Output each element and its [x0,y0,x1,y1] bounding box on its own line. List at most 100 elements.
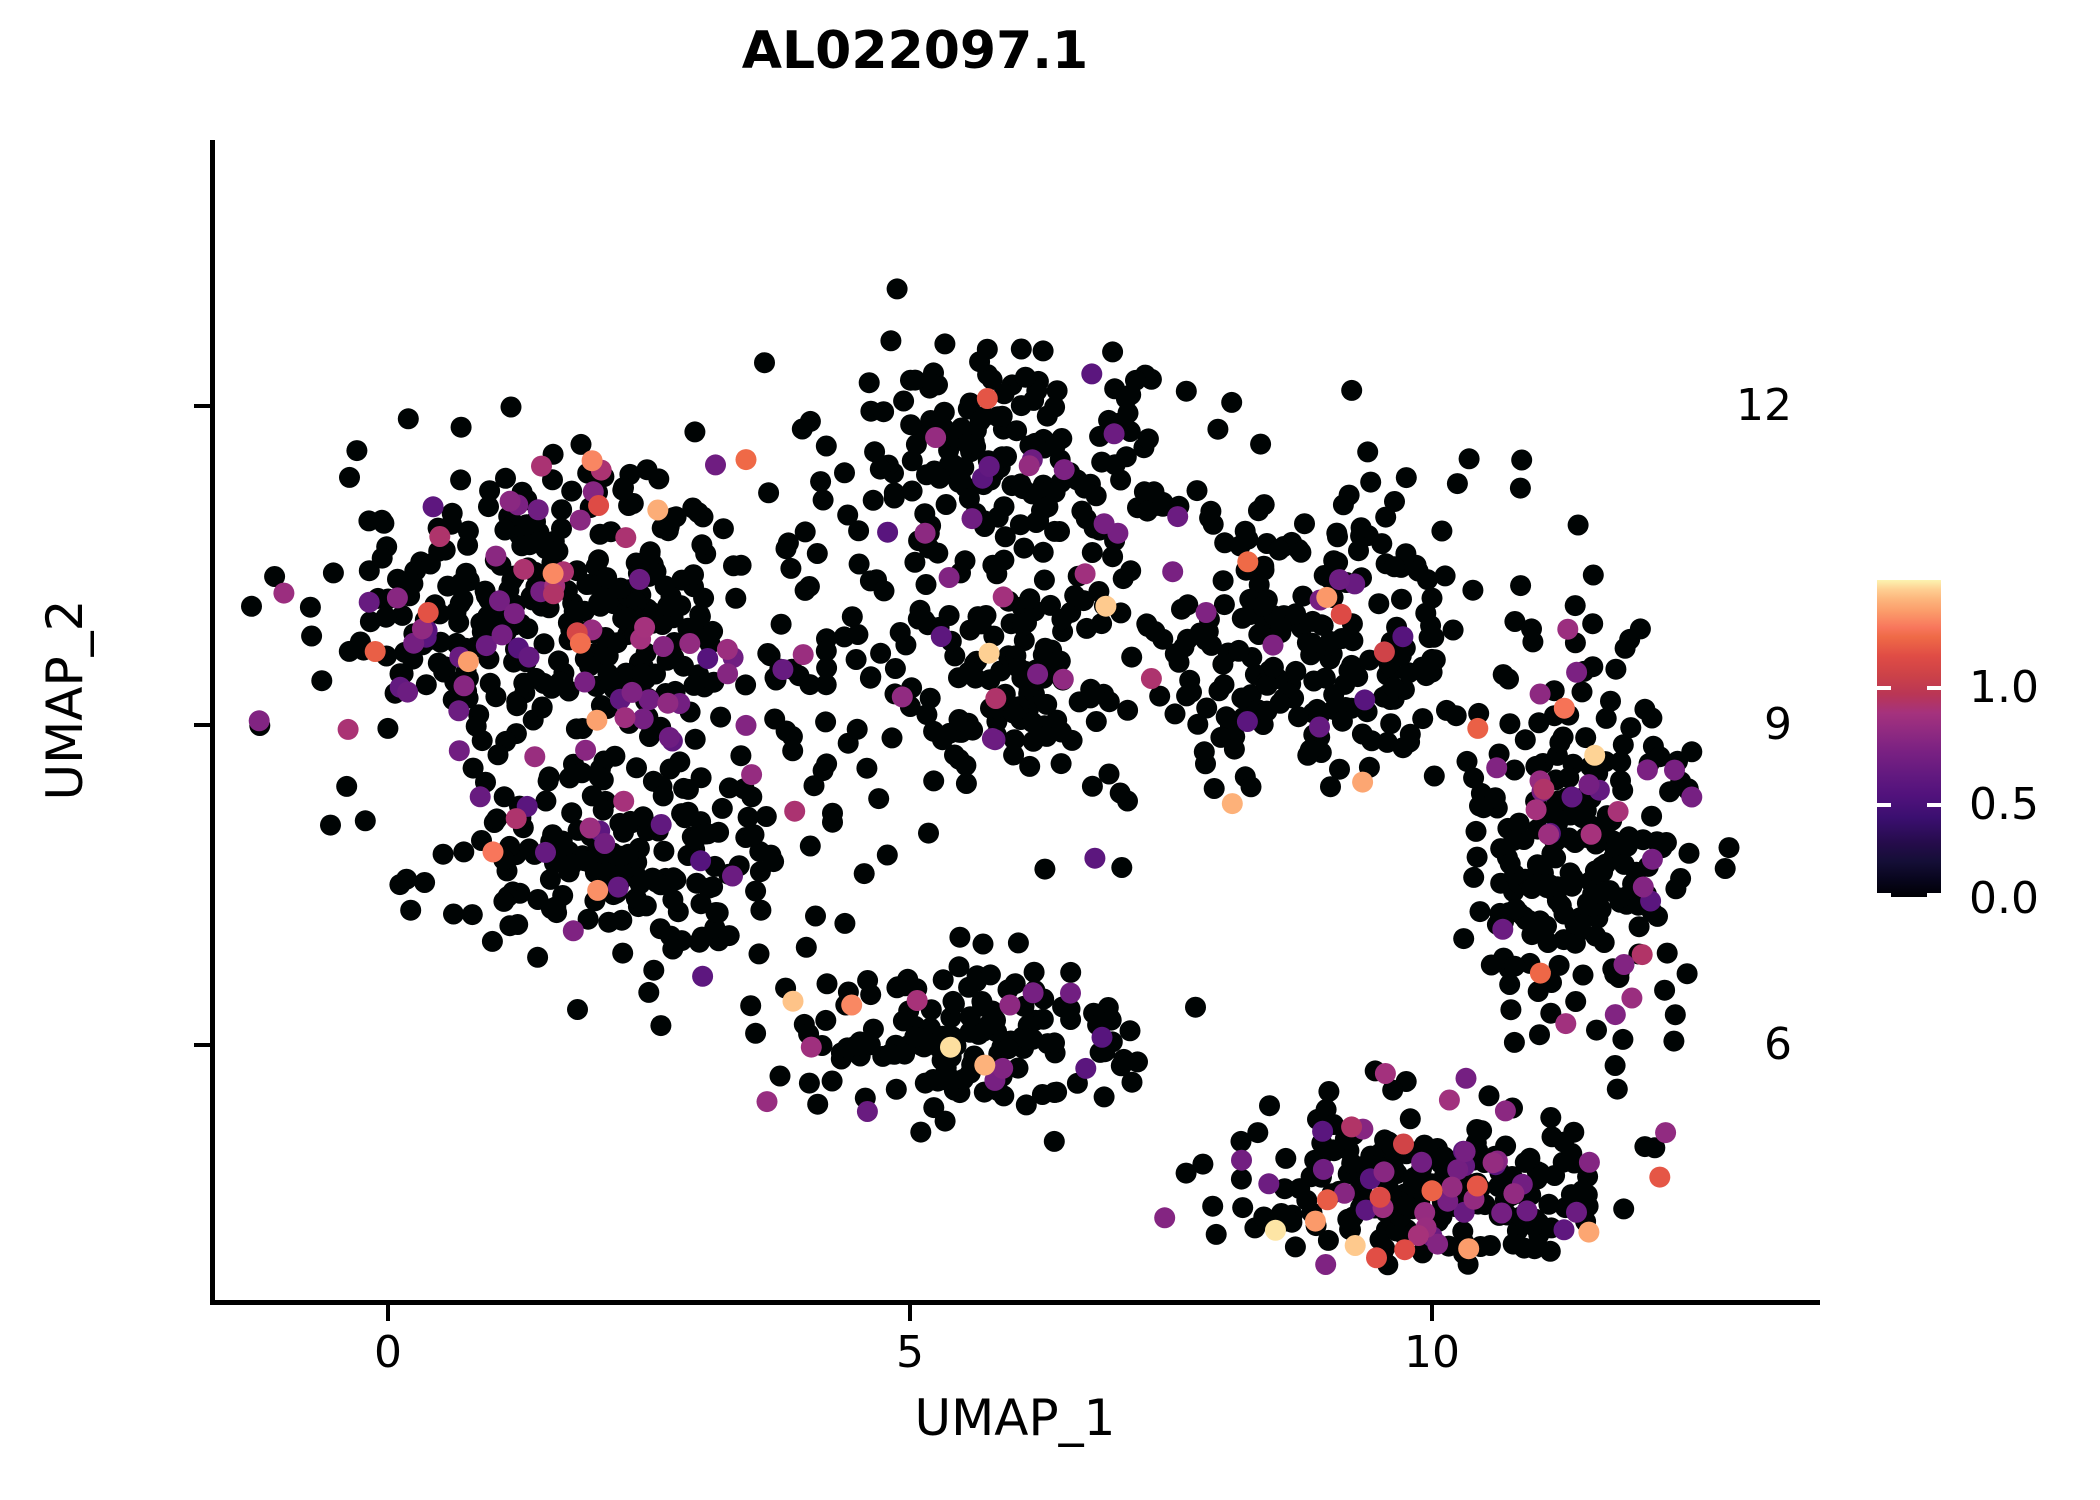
scatter-point [1564,832,1586,853]
x-tick-mark-5 [908,1305,912,1321]
scatter-point [885,1078,907,1100]
scatter-point [1120,560,1142,582]
scatter-point [834,462,855,484]
scatter-point [1550,895,1572,916]
scatter-point [397,408,419,430]
scatter-point [1181,681,1202,703]
scatter-point [1613,954,1635,975]
scatter-point [1578,774,1600,796]
scatter-point [1453,928,1475,950]
scatter-point [1016,1028,1038,1050]
scatter-point [1019,755,1041,777]
scatter-point [862,1018,884,1040]
scatter-point [1140,668,1162,689]
scatter-point [993,383,1015,405]
scatter-point [893,390,915,412]
scatter-point [717,663,739,685]
scatter-point [639,544,661,566]
scatter-point [670,595,692,617]
scatter-point [1382,1079,1404,1101]
scatter-point [1361,730,1383,752]
scatter-point [579,817,601,839]
scatter-point [1081,542,1103,563]
scatter-point [961,508,983,530]
scatter-point [1053,459,1075,481]
scatter-point [1043,1130,1065,1152]
scatter-point [1231,607,1253,629]
scatter-point [443,903,464,925]
scatter-point [1621,987,1643,1009]
scatter-point [478,496,499,518]
scatter-point [1608,887,1630,909]
scatter-point [571,762,593,784]
scatter-point [1171,598,1192,620]
scatter-point [491,624,513,646]
scatter-point [1073,590,1095,612]
scatter-point [748,943,770,965]
scatter-point [1395,467,1417,489]
scatter-point [1102,341,1124,363]
scatter-point [858,372,880,394]
scatter-point [1539,874,1561,896]
scatter-point [987,406,1009,428]
scatter-point [364,641,386,662]
scatter-point [1149,685,1171,707]
scatter-point [1023,389,1045,411]
scatter-point [914,503,936,525]
x-tick-mark-10 [1430,1305,1434,1321]
scatter-point [531,455,552,477]
scatter-point [539,868,561,890]
scatter-point [1391,588,1412,610]
scatter-point [792,644,814,666]
scatter-point [493,890,515,912]
scatter-point [940,1036,961,1058]
scatter-point [1462,579,1484,601]
scatter-point [1091,451,1113,473]
scatter-point [1317,1229,1339,1251]
scatter-point [1628,916,1650,938]
scatter-point [994,526,1016,548]
scatter-point [1434,565,1456,587]
scatter-point [1051,608,1073,630]
scatter-point [1607,801,1629,822]
scatter-point [453,675,475,697]
scatter-point [1270,1203,1292,1224]
scatter-point [639,726,660,747]
scatter-point [1366,1247,1387,1269]
scatter-point [759,645,781,667]
scatter-point [1311,614,1333,636]
x-tick-label-10: 10 [1404,1327,1460,1378]
scatter-point [886,977,908,999]
scatter-point [1505,898,1527,920]
scatter-point [1502,1233,1524,1255]
scatter-point [1664,759,1685,781]
scatter-point [904,551,926,573]
scatter-point [1567,514,1589,536]
scatter-point [1612,779,1634,801]
scatter-point [1084,847,1106,869]
scatter-point [689,606,711,627]
scatter-point [1329,758,1350,780]
scatter-point [1613,853,1635,875]
scatter-point [919,687,941,709]
scatter-point [816,973,838,995]
scatter-point [414,872,436,893]
scatter-point [647,499,669,521]
scatter-point [1256,674,1278,696]
scatter-point [938,567,960,588]
scatter-point [1572,964,1594,986]
scatter-point [658,726,680,748]
scatter-point [1492,664,1514,686]
scatter-point [1396,1194,1418,1216]
scatter-point [1591,856,1613,878]
scatter-point [1164,643,1186,665]
scatter-point [895,634,917,656]
scatter-point [1269,692,1291,714]
scatter-point [1081,363,1103,385]
scatter-point [611,909,633,931]
scatter-point [1115,446,1137,468]
y-tick-label-6: 6 [1764,1019,1792,1070]
scatter-point [1037,496,1059,518]
scatter-point [635,895,657,917]
scatter-point [1664,1004,1686,1026]
